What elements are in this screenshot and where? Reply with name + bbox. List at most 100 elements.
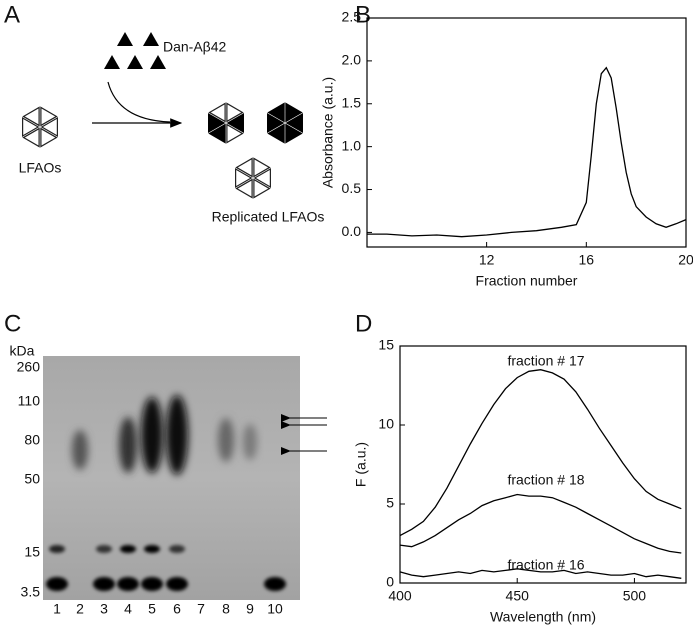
hexagon-segment bbox=[208, 123, 226, 144]
lane-label: 9 bbox=[246, 601, 254, 617]
panel-label: D bbox=[355, 310, 372, 337]
x-tick-label: 12 bbox=[479, 252, 495, 268]
hexagon-segment bbox=[208, 102, 226, 123]
band bbox=[169, 545, 185, 553]
y-tick-label: 5 bbox=[386, 495, 394, 511]
gel: kDa 260 110 80 50 15 3.5 1 2 3 4 5 6 7 8 9 10 bbox=[10, 343, 327, 617]
lane-label: 8 bbox=[222, 601, 230, 617]
hexagon-segment bbox=[226, 102, 244, 123]
series-label: fraction # 16 bbox=[507, 557, 584, 573]
x-axis-label: Fraction number bbox=[476, 273, 578, 289]
hexagon-segment bbox=[253, 157, 271, 178]
monomer-icon bbox=[127, 55, 143, 69]
y-tick-label: 0 bbox=[386, 574, 394, 590]
data-line bbox=[399, 568, 682, 579]
marker-label: 15 bbox=[24, 544, 40, 560]
hexagon-segment bbox=[226, 123, 244, 144]
lane-label: 10 bbox=[267, 601, 283, 617]
monomer-icon bbox=[117, 32, 133, 46]
hexagon-segment bbox=[22, 106, 40, 127]
lane-label: 4 bbox=[124, 601, 132, 617]
plot-frame bbox=[366, 17, 687, 248]
y-tick-label: 1.0 bbox=[342, 137, 362, 153]
y-tick-label: 0.5 bbox=[342, 180, 362, 196]
hexagon-segment bbox=[22, 116, 40, 138]
marker-label: 3.5 bbox=[21, 584, 41, 600]
smear bbox=[141, 397, 163, 473]
smear bbox=[243, 424, 257, 460]
band bbox=[120, 545, 136, 553]
plot-frame bbox=[399, 345, 687, 584]
monomer-icon bbox=[150, 55, 166, 69]
band bbox=[117, 577, 139, 591]
input-label: LFAOs bbox=[19, 160, 62, 176]
band bbox=[93, 577, 115, 591]
hexagon-segment bbox=[235, 167, 253, 189]
monomer-icon bbox=[104, 55, 120, 69]
hexagon-segment bbox=[285, 102, 303, 123]
unit-label: kDa bbox=[10, 343, 35, 359]
y-axis-label: F (a.u.) bbox=[353, 442, 369, 487]
x-tick-label: 450 bbox=[506, 588, 530, 604]
reagent-label: Dan-Aβ42 bbox=[163, 39, 227, 55]
x-tick-label: 16 bbox=[579, 252, 595, 268]
hexagon-segment bbox=[235, 157, 253, 178]
y-tick-label: 2.5 bbox=[342, 9, 362, 25]
band bbox=[166, 577, 188, 591]
data-line bbox=[367, 66, 687, 238]
hexagon-segment bbox=[267, 112, 285, 134]
curve-arrow bbox=[107, 81, 171, 123]
band bbox=[144, 545, 160, 553]
x-tick-label: 500 bbox=[623, 588, 647, 604]
hexagon-segment bbox=[22, 127, 40, 148]
data-line bbox=[399, 493, 682, 554]
x-axis-label: Wavelength (nm) bbox=[490, 609, 596, 625]
x-tick-label: 400 bbox=[388, 588, 412, 604]
y-tick-label: 0.0 bbox=[342, 223, 362, 239]
band bbox=[141, 577, 163, 591]
smear bbox=[119, 417, 137, 473]
hexagon-segment bbox=[40, 116, 58, 138]
hexagon-segment bbox=[285, 123, 303, 144]
band bbox=[46, 577, 68, 591]
panel-label: A bbox=[4, 1, 20, 28]
monomer-icon bbox=[143, 32, 159, 46]
marker-label: 260 bbox=[17, 359, 41, 375]
hexagon-segment bbox=[267, 102, 285, 123]
smear bbox=[166, 395, 188, 475]
y-tick-label: 10 bbox=[378, 416, 394, 432]
lane-label: 3 bbox=[100, 601, 108, 617]
band bbox=[264, 577, 286, 591]
hexagon-segment bbox=[253, 178, 271, 199]
lane-label: 6 bbox=[173, 601, 181, 617]
lane-label: 1 bbox=[53, 601, 61, 617]
marker-label: 110 bbox=[18, 393, 41, 409]
hexagon-segment bbox=[40, 127, 58, 148]
hexagon-segment bbox=[285, 112, 303, 134]
hexagon-segment bbox=[267, 123, 285, 144]
hexagon-segment bbox=[235, 178, 253, 199]
diagram: Dan-Aβ42 LFAOs Replicated LFAOs bbox=[19, 32, 325, 225]
smear bbox=[218, 418, 234, 462]
panel-label: C bbox=[4, 310, 21, 337]
hexagon-segment bbox=[208, 112, 226, 134]
x-tick-label: 20 bbox=[678, 252, 693, 268]
hexagon-segment bbox=[40, 106, 58, 127]
gel-image bbox=[43, 356, 300, 600]
marker-label: 80 bbox=[24, 432, 40, 448]
hexagon-segment bbox=[226, 112, 244, 134]
series-label: fraction # 18 bbox=[507, 472, 584, 488]
hexagon-segment bbox=[253, 167, 271, 189]
y-tick-label: 15 bbox=[378, 337, 394, 353]
output-label: Replicated LFAOs bbox=[212, 209, 325, 225]
series-label: fraction # 17 bbox=[507, 353, 584, 369]
y-tick-label: 2.0 bbox=[342, 52, 362, 68]
marker-label: 50 bbox=[24, 471, 40, 487]
band bbox=[96, 545, 112, 553]
data-line bbox=[399, 369, 682, 537]
lane-label: 7 bbox=[197, 601, 205, 617]
lane-label: 5 bbox=[148, 601, 156, 617]
lane-label: 2 bbox=[76, 601, 84, 617]
y-axis-label: Absorbance (a.u.) bbox=[320, 77, 336, 188]
